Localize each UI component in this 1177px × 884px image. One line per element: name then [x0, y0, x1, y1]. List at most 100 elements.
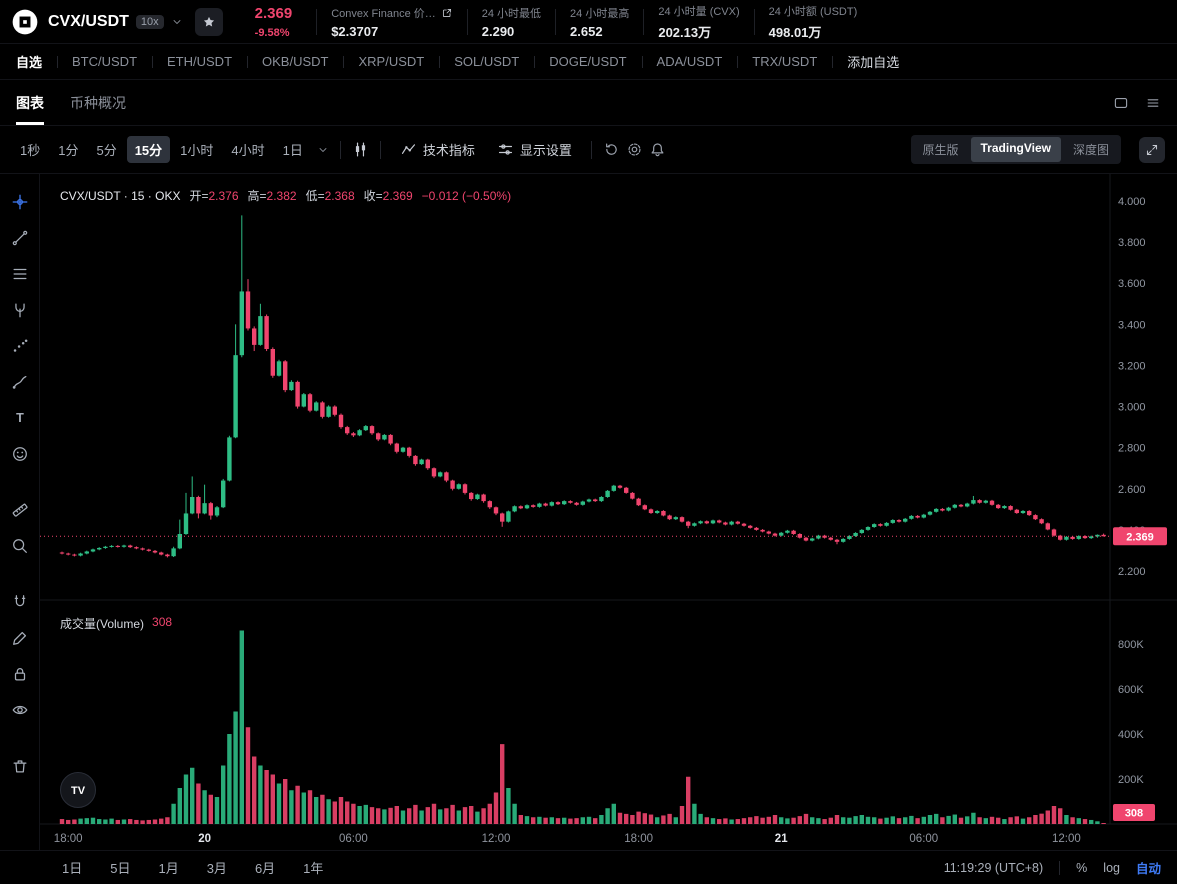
trend-line-icon[interactable]: [6, 224, 34, 252]
zoom-icon[interactable]: [6, 532, 34, 560]
clock: 11:19:29 (UTC+8): [943, 860, 1044, 875]
add-favorite-button[interactable]: 添加自选: [832, 52, 914, 71]
lock-icon[interactable]: [6, 660, 34, 688]
header-divider: [316, 8, 318, 35]
range-button[interactable]: 6月: [254, 861, 276, 876]
crosshair-icon[interactable]: [6, 188, 34, 216]
svg-text:600K: 600K: [1118, 684, 1144, 696]
chevron-down-icon: [171, 16, 183, 28]
toolbar-divider: [590, 140, 592, 159]
range-button[interactable]: 1年: [303, 861, 324, 876]
chart-mode-button[interactable]: 原生版: [922, 143, 959, 157]
volume-label: 成交量(Volume): [60, 617, 145, 631]
header-stat: 24 小时额 (USDT) 498.01万: [755, 3, 872, 41]
range-button[interactable]: 1日: [62, 861, 83, 876]
timeframe-button[interactable]: 15分: [126, 136, 171, 163]
legend-close: 收=2.369: [363, 189, 413, 203]
watchlist-pair[interactable]: ADA/USDT: [642, 54, 738, 69]
menu-icon[interactable]: [1145, 95, 1161, 111]
watchlist-pair[interactable]: SOL/USDT: [439, 54, 534, 69]
watchlist-pair[interactable]: XRP/USDT: [343, 54, 439, 69]
volume-value: 308: [152, 615, 173, 629]
okx-logo-icon[interactable]: [12, 9, 38, 35]
star-icon: [202, 15, 216, 29]
svg-text:12:00: 12:00: [1052, 833, 1081, 845]
header-stat-label: 24 小时额 (USDT): [768, 5, 858, 18]
candlestick-chart[interactable]: 4.000 3.800 3.600 3.400 3.200 3.000 2.800 2.600…: [40, 174, 1177, 850]
chart-style-candles-icon[interactable]: [352, 141, 369, 158]
watchlist-pair[interactable]: TRX/USDT: [737, 54, 832, 69]
header-divider: [466, 8, 468, 35]
tradingview-watermark-icon[interactable]: TV: [60, 772, 96, 808]
pencil-icon[interactable]: [6, 624, 34, 652]
watchlist-pair[interactable]: OKB/USDT: [247, 54, 343, 69]
ruler-icon[interactable]: [6, 496, 34, 524]
view-tabs-actions: [1113, 95, 1161, 111]
display-settings-label: 显示设置: [519, 143, 572, 158]
log-scale-button[interactable]: log: [1103, 860, 1120, 875]
svg-text:06:00: 06:00: [909, 833, 938, 845]
bottom-bar: 1日 5日 1月 3月 6月 1年 11:19:29 (UTC+8) % log 自动: [0, 850, 1177, 884]
header: CVX/USDT 10x 2.369 -9.58% Convex Finance…: [0, 0, 1177, 44]
indicators-icon: [400, 141, 417, 158]
forecast-icon[interactable]: [6, 332, 34, 360]
header-stat-label: 24 小时量 (CVX): [658, 5, 740, 18]
leverage-badge: 10x: [135, 14, 164, 29]
magnet-icon[interactable]: [6, 588, 34, 616]
eye-icon[interactable]: [6, 696, 34, 724]
watchlist-pair[interactable]: DOGE/USDT: [534, 54, 641, 69]
toolbar-divider: [339, 140, 341, 159]
tab-chart[interactable]: 图表: [16, 80, 44, 125]
legend-change: −0.012 (−0.50%): [421, 189, 512, 203]
header-divider: [643, 8, 645, 35]
timeframe-button[interactable]: 1分: [58, 143, 79, 158]
svg-text:400K: 400K: [1118, 729, 1144, 741]
interval-dropdown-icon[interactable]: [317, 144, 329, 156]
favorite-button[interactable]: [194, 7, 223, 36]
display-settings-button[interactable]: 显示设置: [489, 136, 580, 163]
pitchfork-icon[interactable]: [6, 296, 34, 324]
range-button[interactable]: 1月: [158, 861, 179, 876]
view-tabs: 图表 币种概况: [0, 80, 1177, 126]
brush-icon[interactable]: [6, 368, 34, 396]
alert-icon[interactable]: [649, 141, 666, 158]
percent-scale-button[interactable]: %: [1076, 860, 1088, 875]
emoji-icon[interactable]: [6, 440, 34, 468]
chart-region: 4.000 3.800 3.600 3.400 3.200 3.000 2.800 2.600…: [40, 174, 1177, 850]
timeframe-button[interactable]: 1秒: [20, 143, 41, 158]
range-button[interactable]: 5日: [110, 861, 131, 876]
header-stat-value: 2.290: [481, 23, 515, 39]
header-stat-label: 24 小时最低: [481, 7, 542, 20]
fullscreen-button[interactable]: [1139, 136, 1165, 163]
timeframe-button[interactable]: 1日: [282, 143, 303, 158]
replay-icon[interactable]: [603, 141, 620, 158]
svg-text:3.400: 3.400: [1118, 319, 1146, 331]
pair-selector[interactable]: CVX/USDT 10x: [48, 13, 183, 31]
chart-mode-button[interactable]: TradingView: [970, 137, 1061, 162]
legend-low: 低=2.368: [305, 189, 355, 203]
svg-text:18:00: 18:00: [54, 833, 83, 845]
external-link-icon[interactable]: [441, 7, 453, 19]
header-stat: Convex Finance 价… $2.3707: [317, 5, 467, 39]
layout-window-icon[interactable]: [1113, 95, 1129, 111]
header-stat-label: 24 小时最高: [570, 7, 630, 20]
fib-retracement-icon[interactable]: [6, 260, 34, 288]
range-button[interactable]: 3月: [206, 861, 227, 876]
settings-gear-icon[interactable]: [626, 141, 643, 158]
chart-mode-button[interactable]: 深度图: [1072, 143, 1109, 157]
timeframe-button[interactable]: 4小时: [231, 143, 265, 158]
timeframe-button[interactable]: 5分: [96, 143, 117, 158]
watchlist-pair[interactable]: ETH/USDT: [152, 54, 247, 69]
header-stat-value: 498.01万: [768, 24, 822, 40]
trash-icon[interactable]: [6, 752, 34, 780]
header-divider: [555, 8, 557, 35]
indicators-button[interactable]: 技术指标: [392, 136, 483, 163]
watchlist-tab-favorites[interactable]: 自选: [16, 55, 43, 70]
timeframe-list: 1秒 1分 5分 15分 1小时 4小时 1日: [12, 136, 311, 163]
timeframe-button[interactable]: 1小时: [180, 143, 214, 158]
range-buttons: 1日 5日 1月 3月 6月 1年: [62, 858, 323, 877]
watchlist-pair[interactable]: BTC/USDT: [57, 54, 152, 69]
tab-coin-overview[interactable]: 币种概况: [70, 94, 126, 111]
text-tool-icon[interactable]: T: [6, 404, 34, 432]
auto-scale-button[interactable]: 自动: [1135, 862, 1161, 876]
